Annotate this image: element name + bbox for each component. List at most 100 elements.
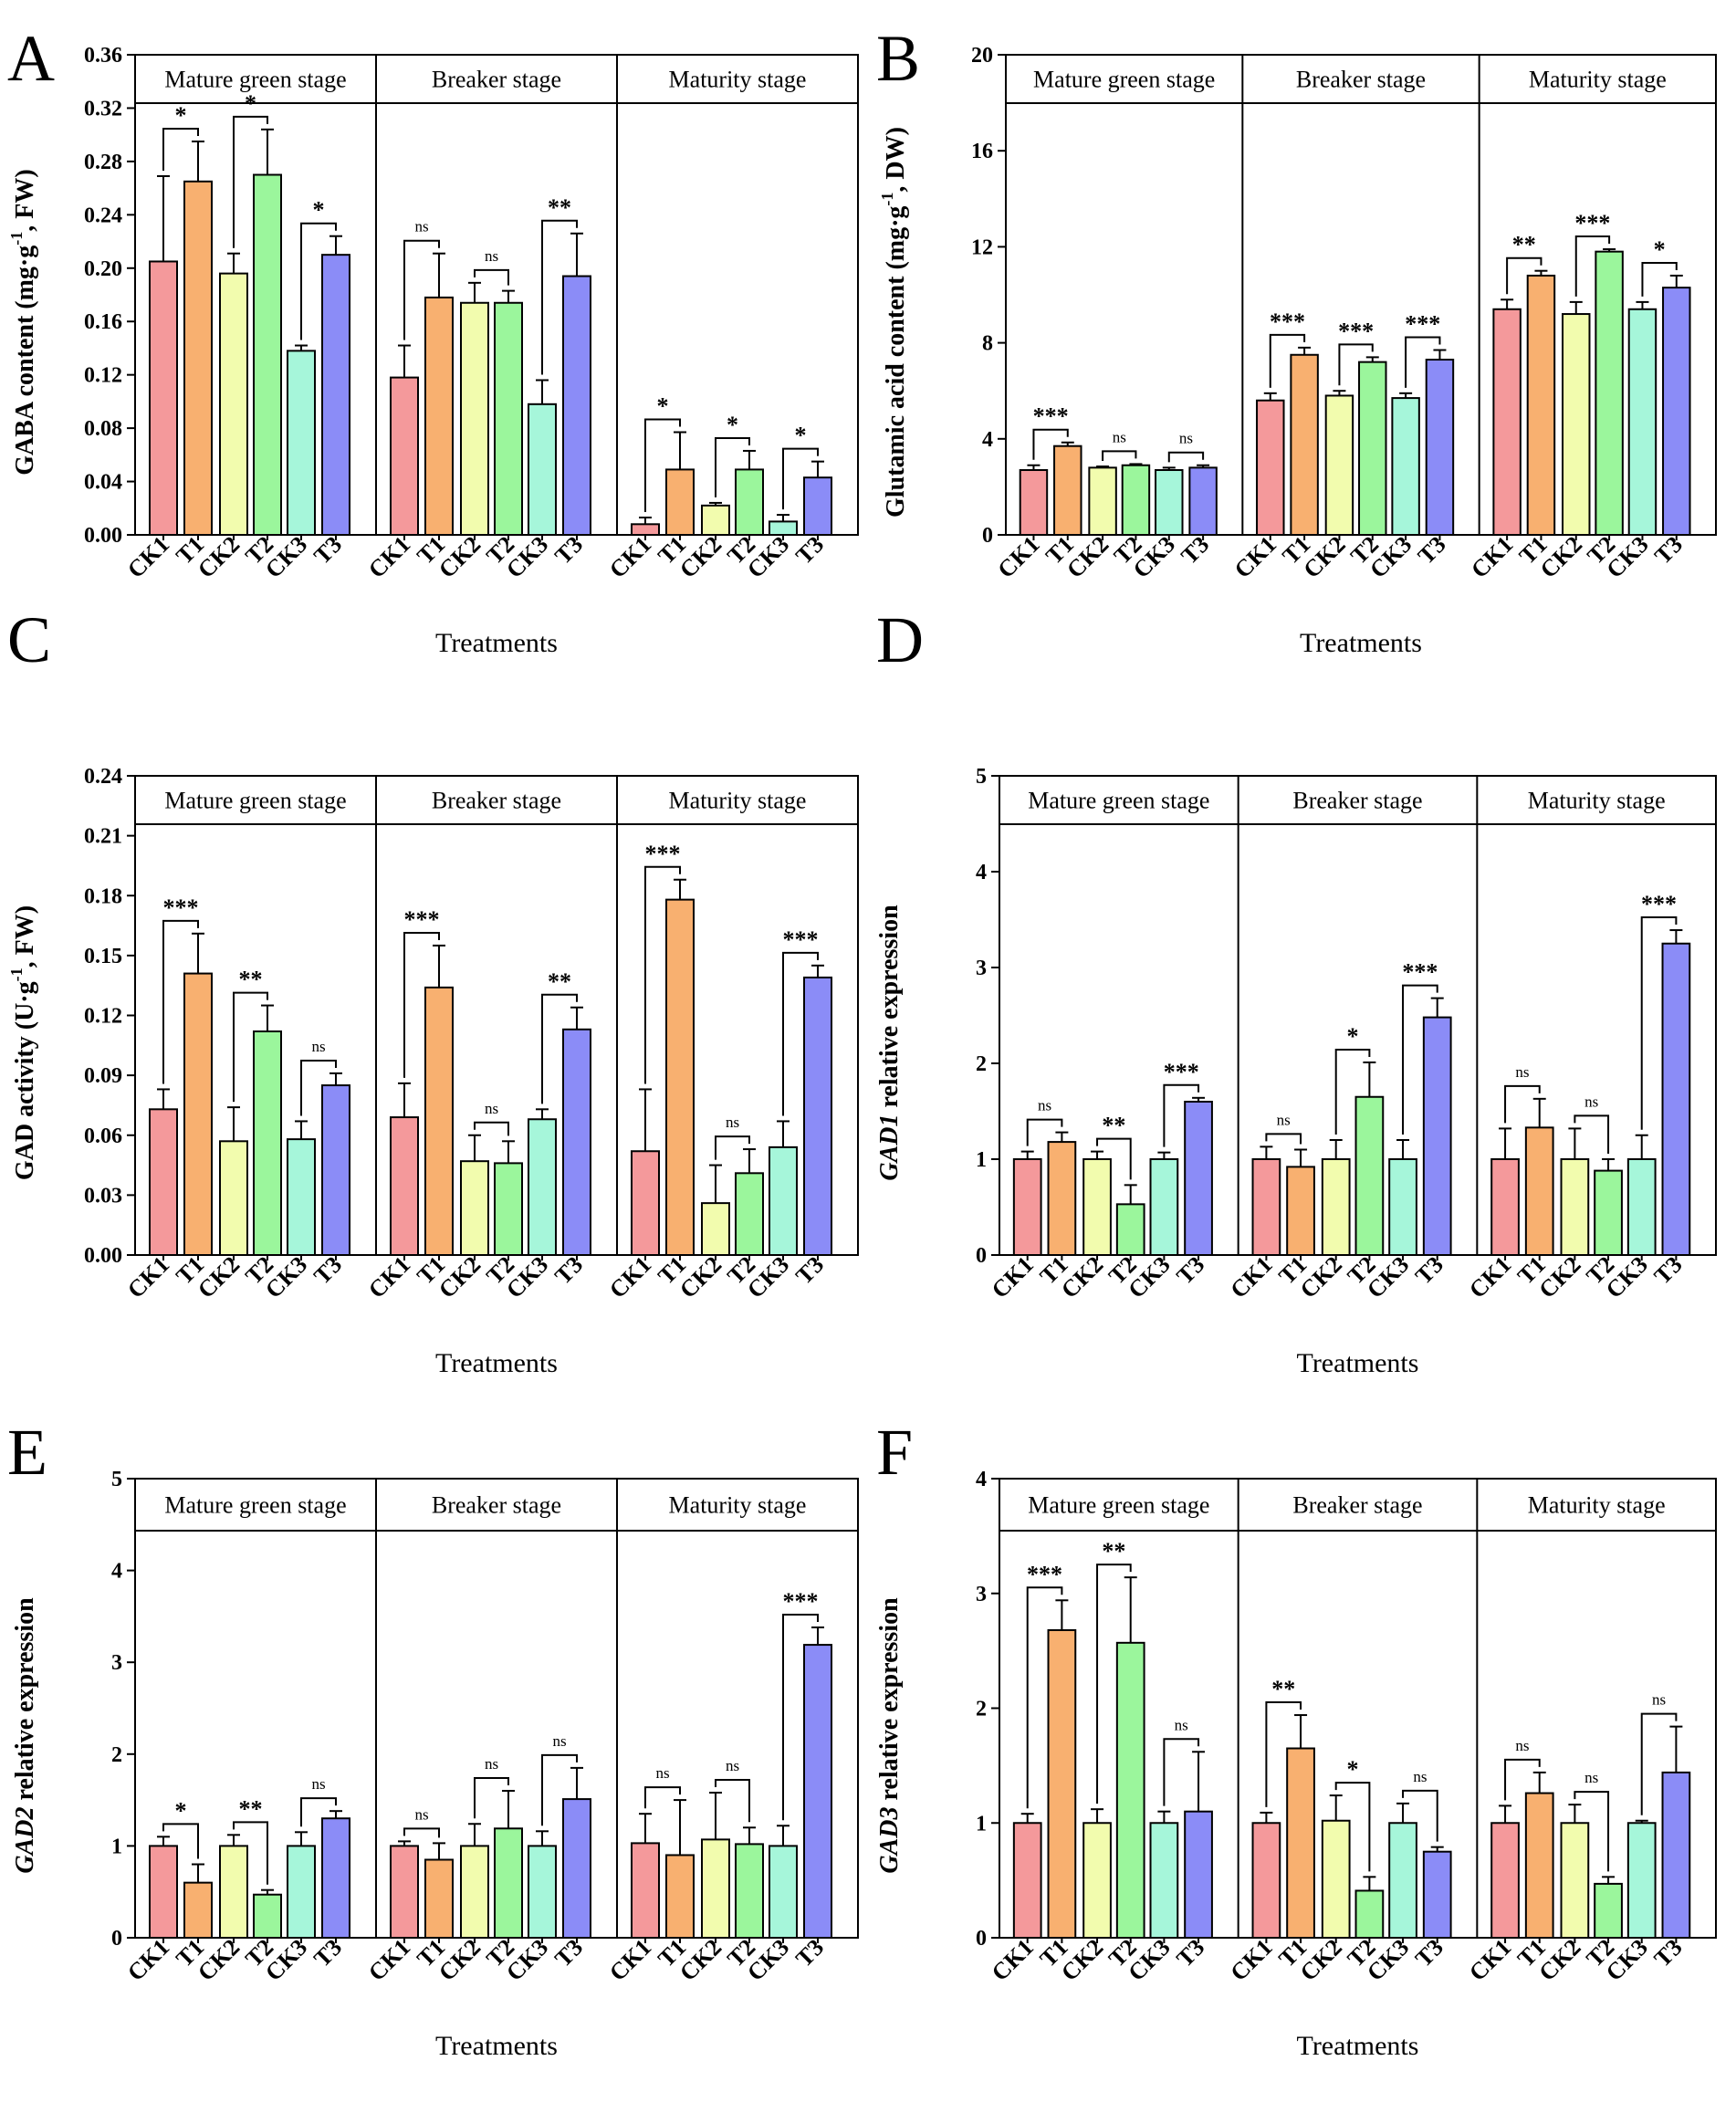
bar: [1149, 1822, 1179, 1939]
x-tick-label: CK1: [987, 1251, 1039, 1303]
bar: [424, 1858, 454, 1939]
y-tick-label: 8: [982, 332, 993, 356]
stage-label: Breaker stage: [1296, 67, 1426, 93]
x-tick-label: CK2: [1056, 1934, 1108, 1986]
y-tick-label: 1: [976, 1148, 987, 1172]
significance-label: ns: [1277, 1111, 1291, 1128]
bar: [1595, 250, 1624, 536]
bar: [1490, 1822, 1520, 1939]
significance-bracket: [162, 127, 199, 171]
y-tick-label: 0: [982, 524, 993, 548]
bar: [1088, 466, 1117, 536]
y-tick-label: 0.06: [84, 1124, 122, 1148]
y-tick-label: 0.18: [84, 884, 122, 908]
bar: [1594, 1882, 1623, 1939]
y-tick-label: 1: [111, 1835, 122, 1858]
bar: [494, 1827, 523, 1940]
significance-label: ns: [726, 1757, 739, 1774]
significance-label: ***: [1270, 309, 1305, 335]
bar: [1594, 1169, 1623, 1256]
y-axis-label-text: GAD activity (U·g: [11, 981, 39, 1180]
x-tick-label: CK1: [122, 531, 174, 583]
significance-label: **: [1102, 1113, 1125, 1139]
x-axis-label: Treatments: [1297, 2031, 1419, 2061]
y-axis-label-gene: GAD3: [875, 1807, 904, 1874]
significance-label: ***: [1027, 1561, 1062, 1587]
bar: [149, 1108, 178, 1256]
stage-label: Mature green stage: [164, 67, 346, 93]
significance-label: ***: [1402, 959, 1438, 986]
bar: [1115, 1203, 1145, 1256]
x-tick-label: T3: [1171, 1251, 1209, 1290]
stage-label: Mature green stage: [1028, 788, 1209, 814]
significance-bracket: [1640, 1712, 1678, 1815]
x-tick-label: CK2: [1061, 531, 1114, 583]
stage-label: Maturity stage: [669, 1492, 807, 1519]
bar: [1490, 1158, 1520, 1256]
bar: [183, 180, 213, 537]
panel-letter: E: [7, 1416, 47, 1489]
significance-bracket: [644, 1786, 681, 1809]
y-tick-label: 2: [111, 1743, 122, 1767]
significance-label: *: [245, 90, 256, 117]
significance-bracket: [1504, 1758, 1541, 1801]
y-tick-label: 16: [971, 140, 993, 163]
significance-bracket: [1032, 428, 1069, 460]
x-tick-label: T3: [1649, 1934, 1688, 1972]
x-tick-label: T3: [1410, 1251, 1448, 1290]
significance-bracket: [1574, 1114, 1610, 1154]
significance-bracket: [1269, 333, 1306, 388]
bar: [1115, 1641, 1145, 1939]
x-axis-label: Treatments: [1297, 1348, 1419, 1378]
significance-label: ***: [645, 841, 681, 867]
bar: [1286, 1166, 1315, 1257]
bar: [1391, 397, 1420, 536]
significance-bracket: [1402, 1789, 1438, 1842]
significance-label: ns: [311, 1775, 325, 1793]
bar: [1562, 313, 1591, 537]
significance-bracket: [1163, 1738, 1200, 1806]
x-tick-label: T3: [790, 1934, 829, 1972]
significance-bracket: [403, 931, 440, 1078]
y-axis-label-gene: GAD1: [875, 1114, 904, 1181]
significance-label: ***: [1164, 1059, 1199, 1085]
x-tick-label: CK1: [1464, 1934, 1516, 1986]
y-axis-label-text: relative expression: [875, 905, 904, 1114]
significance-bracket: [1334, 1048, 1371, 1135]
bar: [287, 1845, 316, 1940]
bar: [1626, 1158, 1657, 1256]
significance-bracket: [403, 239, 440, 340]
x-tick-label: T3: [309, 1251, 347, 1290]
significance-label: ***: [1574, 210, 1610, 236]
y-tick-label: 0.00: [84, 1244, 122, 1268]
x-tick-label: CK1: [1464, 1251, 1516, 1303]
bar: [424, 986, 454, 1256]
chart-panel-A: A Mature green stage Breaker stage Maturity…: [7, 22, 859, 658]
bar: [528, 1845, 557, 1940]
significance-label: ns: [1179, 430, 1193, 447]
significance-label: ns: [1515, 1737, 1529, 1754]
y-tick-label: 0: [976, 1927, 987, 1951]
stage-label: Maturity stage: [669, 67, 807, 93]
chart-panel-C: C Mature green stage Breaker stage Maturity…: [7, 603, 859, 1378]
bar: [1626, 1822, 1657, 1939]
significance-bracket: [233, 115, 268, 248]
bar: [528, 403, 557, 536]
significance-label: ns: [1113, 428, 1126, 445]
x-axis-label: Treatments: [435, 628, 558, 658]
y-tick-label: 4: [976, 1468, 987, 1491]
y-axis-label-text: relative expression: [11, 1597, 39, 1807]
bar: [1047, 1141, 1077, 1256]
significance-label: ns: [311, 1038, 325, 1055]
significance-bracket: [1338, 343, 1374, 386]
y-axis-label: GAD activity (U·g-1, FW): [7, 905, 39, 1180]
bar: [1012, 1158, 1042, 1256]
x-axis-label: Treatments: [435, 1348, 558, 1378]
x-tick-label: T3: [549, 1251, 588, 1290]
significance-label: ns: [485, 1100, 498, 1117]
x-tick-label: CK1: [604, 531, 656, 583]
significance-label: ns: [1652, 1691, 1666, 1709]
bar: [803, 1644, 832, 1940]
x-tick-label: CK1: [363, 1934, 415, 1986]
